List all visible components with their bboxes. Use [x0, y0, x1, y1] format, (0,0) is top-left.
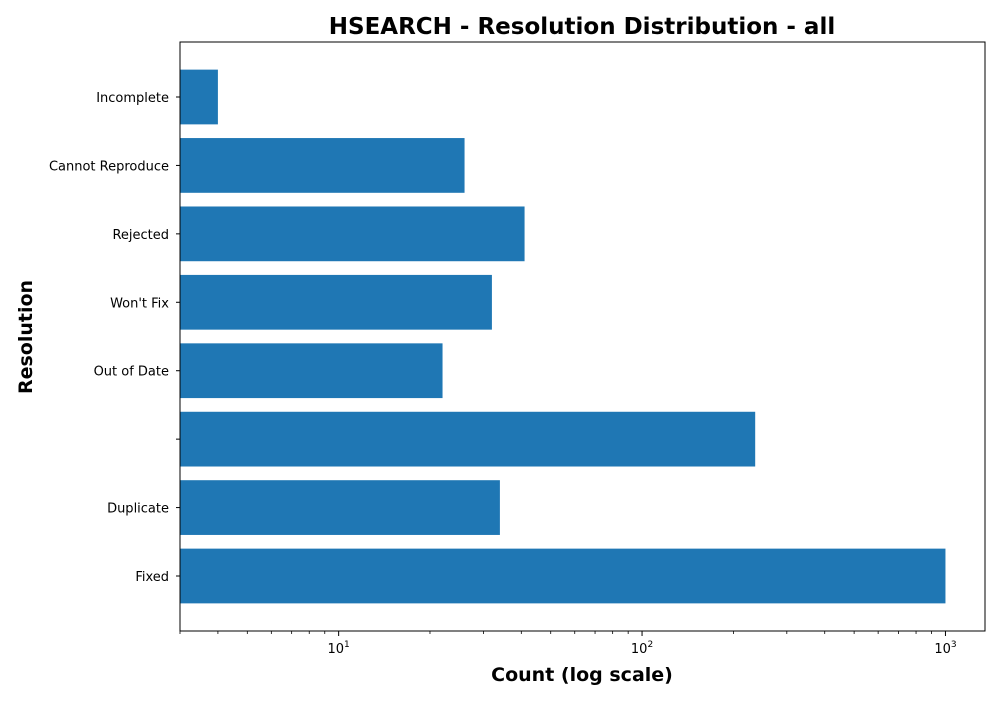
y-tick-label: Out of Date — [94, 365, 169, 380]
bar-rejected — [180, 206, 525, 262]
x-tick-label: 101 — [328, 640, 350, 657]
bar-duplicate — [180, 480, 500, 535]
bar-unlabeled — [180, 411, 756, 467]
x-ticks-layer: 101 102 103 — [179, 631, 957, 657]
bars-layer — [180, 69, 946, 604]
bar-incomplete — [180, 69, 218, 125]
bar-cannot-reproduce — [180, 138, 465, 193]
y-tick-label: Duplicate — [107, 502, 169, 517]
chart-title: HSEARCH - Resolution Distribution - all — [329, 14, 835, 40]
y-tick-label: Fixed — [135, 570, 169, 585]
bar-out-of-date — [180, 343, 443, 399]
y-axis-label: Resolution — [15, 280, 37, 394]
y-tick-label: Won't Fix — [110, 296, 169, 311]
plot-frame — [179, 41, 986, 632]
bar-fixed — [180, 548, 946, 604]
y-tick-label: Cannot Reproduce — [49, 159, 169, 174]
y-tick-label: Rejected — [112, 228, 169, 243]
x-tick-label: 103 — [934, 640, 956, 657]
x-axis-label: Count (log scale) — [491, 664, 673, 686]
y-tick-label: Incomplete — [96, 91, 169, 106]
x-tick-label: 102 — [631, 640, 653, 657]
bar-won-t-fix — [180, 274, 492, 330]
y-ticks-layer: Fixed Duplicate Out of Date Won't Fix Reject… — [49, 91, 180, 585]
